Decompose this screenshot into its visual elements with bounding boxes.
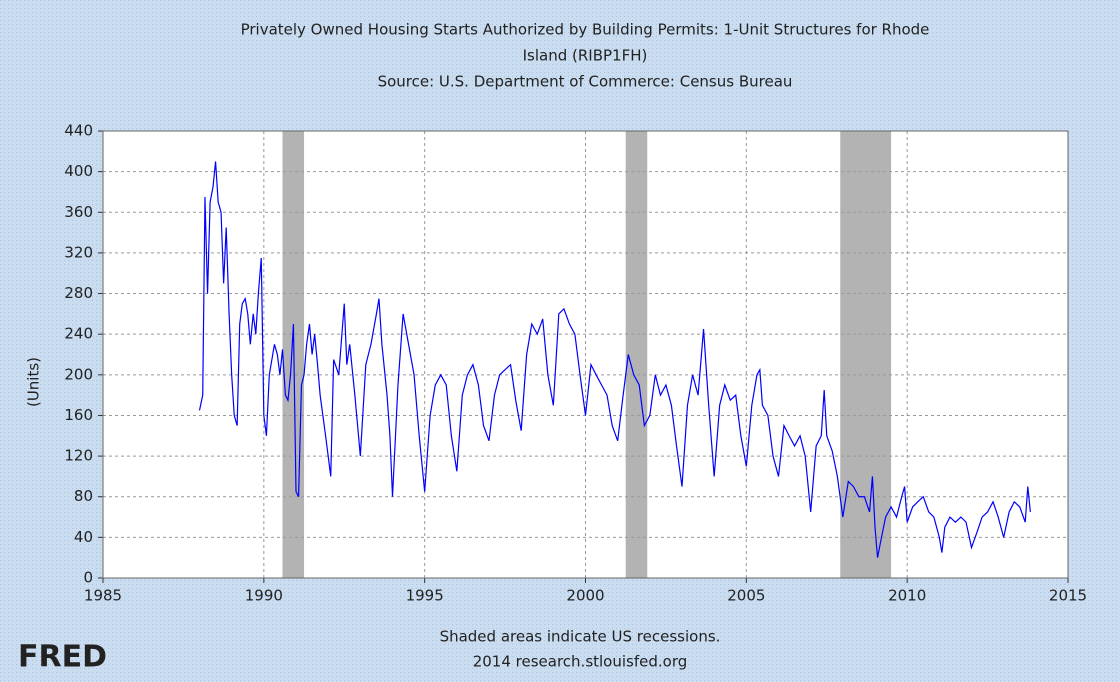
y-tick-label: 80 xyxy=(74,487,93,505)
y-axis-label: (Units) xyxy=(25,357,43,407)
y-tick-label: 400 xyxy=(64,162,93,180)
plot-border xyxy=(102,130,1069,579)
y-tick-label: 440 xyxy=(64,122,93,140)
x-tick-label: 1990 xyxy=(245,587,283,605)
x-tick-label: 1985 xyxy=(84,587,122,605)
footnote: Shaded areas indicate US recessions. xyxy=(440,628,721,646)
logo: FRED xyxy=(18,640,107,675)
x-tick-label: 2005 xyxy=(727,587,765,605)
x-tick-label: 2010 xyxy=(888,587,926,605)
recession-band xyxy=(282,131,305,578)
y-tick-label: 360 xyxy=(64,203,93,221)
recession-band xyxy=(625,131,648,578)
footnote: 2014 research.stlouisfed.org xyxy=(473,653,688,671)
y-tick-label: 160 xyxy=(64,406,93,424)
chart-subtitle: Source: U.S. Department of Commerce: Cen… xyxy=(378,73,793,91)
chart-title: Privately Owned Housing Starts Authorize… xyxy=(241,21,930,39)
data-line xyxy=(198,161,1031,558)
y-tick-label: 200 xyxy=(64,365,93,383)
y-tick-label: 320 xyxy=(64,243,93,261)
y-tick-label: 40 xyxy=(74,528,93,546)
y-tick-label: 0 xyxy=(83,569,93,587)
y-tick-label: 240 xyxy=(64,325,93,343)
y-tick-label: 280 xyxy=(64,284,93,302)
chart-title: Island (RIBP1FH) xyxy=(523,47,648,65)
x-tick-label: 2015 xyxy=(1049,587,1087,605)
x-tick-label: 1995 xyxy=(406,587,444,605)
y-tick-label: 120 xyxy=(64,447,93,465)
recession-band xyxy=(840,131,892,578)
x-tick-label: 2000 xyxy=(566,587,604,605)
